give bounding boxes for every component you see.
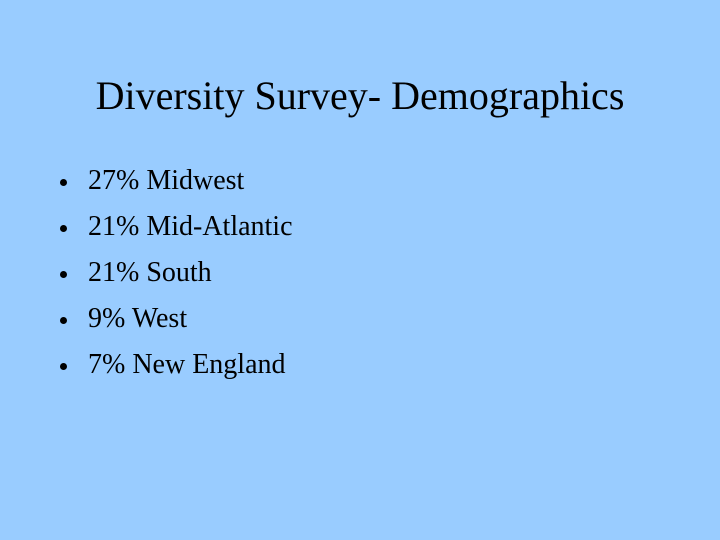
bullet-item: 7% New England	[60, 346, 293, 392]
bullet-item: 9% West	[60, 300, 293, 346]
bullet-item: 21% South	[60, 254, 293, 300]
bullet-item: 27% Midwest	[60, 162, 293, 208]
bullet-dot	[60, 225, 67, 232]
bullet-dot	[60, 363, 67, 370]
bullet-dot	[60, 271, 67, 278]
bullet-text: 9% West	[88, 303, 188, 334]
bullet-text: 21% Mid-Atlantic	[88, 211, 293, 242]
bullet-text: 21% South	[88, 257, 212, 288]
bullet-text: 27% Midwest	[88, 165, 245, 196]
bullet-dot	[60, 317, 67, 324]
bullet-text: 7% New England	[88, 349, 286, 380]
slide-title: Diversity Survey- Demographics	[95, 73, 625, 118]
bullet-item: 21% Mid-Atlantic	[60, 208, 293, 254]
bullet-list: 27% Midwest 21% Mid-Atlantic 21% South 9% W…	[60, 162, 293, 392]
bullet-dot	[60, 179, 67, 186]
